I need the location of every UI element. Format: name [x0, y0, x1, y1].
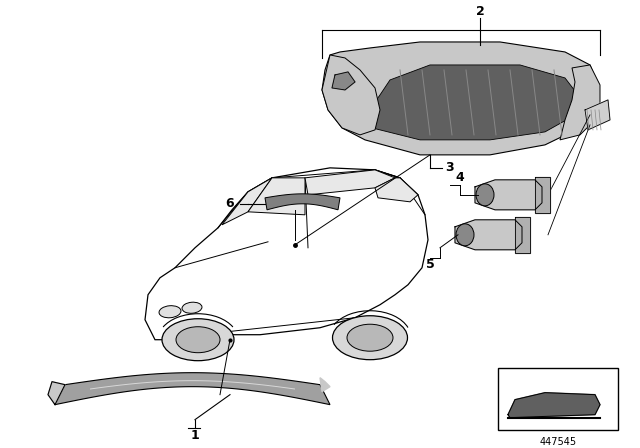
- Text: 447545: 447545: [540, 437, 577, 447]
- Text: 3: 3: [445, 161, 454, 174]
- Ellipse shape: [162, 319, 234, 361]
- Polygon shape: [332, 72, 355, 90]
- Polygon shape: [322, 55, 380, 135]
- Polygon shape: [55, 373, 330, 405]
- Text: 1: 1: [191, 429, 200, 442]
- Bar: [498, 368, 618, 430]
- Polygon shape: [515, 217, 530, 253]
- Polygon shape: [455, 220, 522, 250]
- Polygon shape: [368, 65, 578, 140]
- Ellipse shape: [476, 184, 494, 206]
- Ellipse shape: [159, 306, 181, 318]
- Polygon shape: [508, 392, 600, 418]
- Polygon shape: [535, 177, 550, 213]
- Polygon shape: [322, 42, 600, 155]
- Ellipse shape: [182, 302, 202, 313]
- Text: 2: 2: [476, 5, 484, 18]
- Text: 4: 4: [456, 171, 465, 184]
- Polygon shape: [585, 100, 610, 130]
- Ellipse shape: [176, 327, 220, 353]
- Polygon shape: [48, 382, 65, 405]
- Polygon shape: [560, 65, 600, 140]
- Ellipse shape: [333, 316, 408, 360]
- Polygon shape: [305, 170, 395, 195]
- Text: 5: 5: [426, 258, 435, 271]
- Polygon shape: [248, 178, 305, 215]
- Text: 6: 6: [226, 197, 234, 210]
- Polygon shape: [145, 168, 428, 340]
- Polygon shape: [375, 178, 418, 202]
- Ellipse shape: [456, 224, 474, 246]
- Ellipse shape: [347, 324, 393, 351]
- Polygon shape: [265, 194, 340, 210]
- Polygon shape: [475, 180, 542, 210]
- Polygon shape: [320, 378, 330, 392]
- Polygon shape: [222, 178, 272, 225]
